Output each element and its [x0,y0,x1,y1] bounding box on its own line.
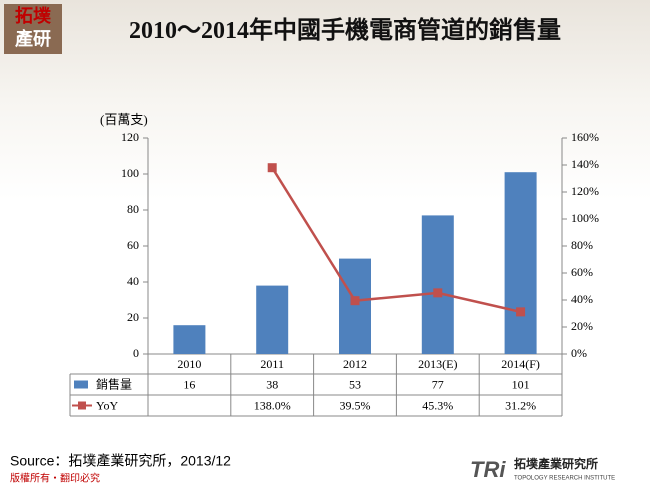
bar [173,325,206,354]
bar [504,172,537,354]
line-marker [267,163,277,173]
logo-brand: TRi [470,457,506,482]
table-value: 45.3% [422,398,453,412]
table-value: 77 [432,377,444,391]
source: Source：拓墣產業研究所，2013/12 [10,453,231,469]
line-marker [516,307,526,317]
y-axis-label: (百萬支) [100,112,148,127]
logo-box [4,4,62,54]
x-tick-label: 2012 [343,357,367,371]
table-value: 53 [349,377,361,391]
logo-name: 拓墣產業研究所 [514,456,598,471]
legend-swatch [74,380,88,389]
logo-text: 產研 [15,28,51,49]
y-tick-label: 40 [127,274,139,288]
y2-tick-label: 80% [571,238,593,252]
y-tick-label: 60 [127,238,139,252]
line-marker [350,296,360,306]
y2-tick-label: 40% [571,292,593,306]
footer: 版權所有‧翻印必究 [10,472,100,485]
table-value: 101 [512,377,530,391]
bar [339,258,371,354]
x-tick-label: 2013(E) [418,357,457,371]
y2-tick-label: 100% [571,211,599,225]
y-tick-label: 80 [127,202,139,216]
table-value: 16 [183,377,195,391]
y2-tick-label: 60% [571,265,593,279]
bar [256,285,289,354]
y2-tick-label: 0% [571,346,587,360]
logo-text: 拓墣 [15,5,51,26]
logo-name-en: TOPOLOGY RESEARCH INSTITUTE [514,476,615,482]
table-value: 39.5% [340,398,371,412]
legend-label: YoY [96,398,118,412]
line-marker [433,288,443,298]
table-value: 31.2% [505,398,536,412]
y2-tick-label: 20% [571,319,593,333]
table-value: 138.0% [254,398,291,412]
legend-label: 銷售量 [96,376,132,391]
legend-swatch [78,401,86,410]
y2-tick-label: 160% [571,130,599,144]
line [271,167,521,314]
x-tick-label: 2011 [260,357,284,371]
y2-tick-label: 120% [571,184,599,198]
bar [421,215,454,354]
chart-title: 2010～2014年中國手機電商管道的銷售量 [129,18,561,44]
y-tick-label: 20 [127,310,139,324]
y-tick-label: 120 [121,130,139,144]
y2-tick-label: 140% [571,157,599,171]
y-tick-label: 100 [121,166,139,180]
x-tick-label: 2014(F) [501,357,540,371]
table-value: 38 [266,377,278,391]
y-tick-label: 0 [133,346,139,360]
x-tick-label: 2010 [177,357,201,371]
